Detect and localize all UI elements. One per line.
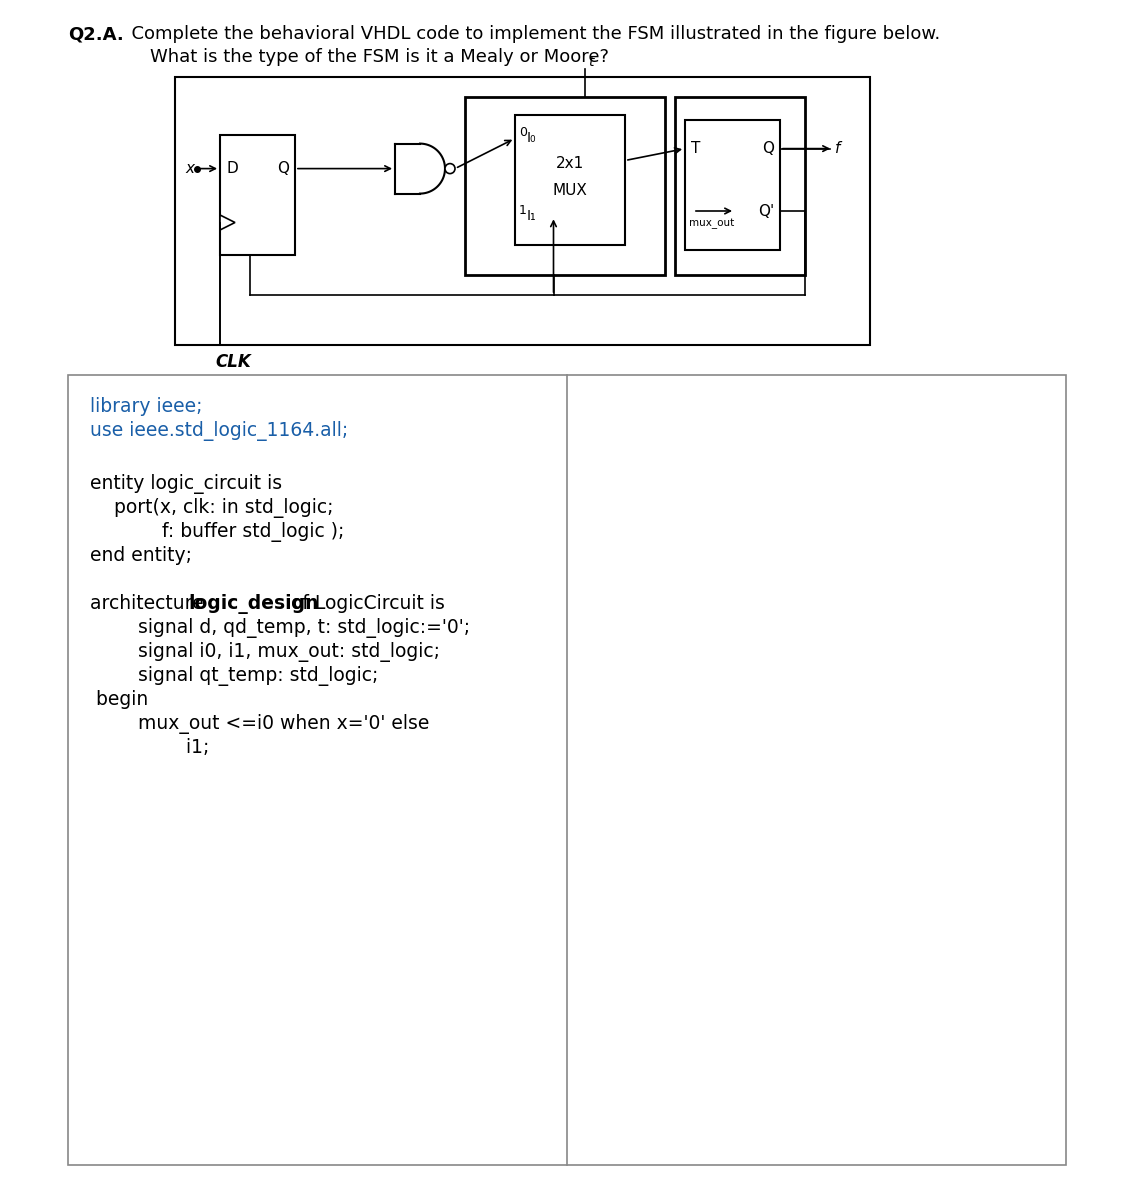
- Text: i1;: i1;: [90, 738, 209, 757]
- Text: Complete the behavioral VHDL code to implement the FSM illustrated in the figure: Complete the behavioral VHDL code to imp…: [120, 25, 940, 43]
- Text: signal i0, i1, mux_out: std_logic;: signal i0, i1, mux_out: std_logic;: [90, 642, 440, 661]
- Text: Q': Q': [758, 204, 774, 218]
- Text: 0: 0: [519, 126, 527, 139]
- Bar: [220, 134, 295, 254]
- Bar: [515, 115, 625, 245]
- Text: mux_out <=i0 when x='0' else: mux_out <=i0 when x='0' else: [90, 714, 429, 733]
- Text: library ieee;: library ieee;: [90, 397, 202, 416]
- Text: Q2.A.: Q2.A.: [68, 25, 124, 43]
- Bar: [675, 97, 805, 275]
- Text: I₁: I₁: [527, 209, 537, 223]
- Text: entity logic_circuit is: entity logic_circuit is: [90, 474, 282, 494]
- Text: use ieee.std_logic_1164.all;: use ieee.std_logic_1164.all;: [90, 421, 348, 440]
- Text: Q: Q: [277, 161, 289, 176]
- Text: Q: Q: [762, 142, 774, 156]
- Text: signal d, qd_temp, t: std_logic:='0';: signal d, qd_temp, t: std_logic:='0';: [90, 618, 470, 637]
- Polygon shape: [220, 215, 235, 230]
- Text: 2x1: 2x1: [556, 156, 584, 170]
- Text: MUX: MUX: [553, 182, 588, 198]
- Text: logic_design: logic_design: [189, 594, 319, 613]
- Text: end entity;: end entity;: [90, 546, 192, 565]
- Text: begin: begin: [90, 690, 148, 709]
- Text: f: f: [835, 142, 841, 156]
- Text: architecture: architecture: [90, 594, 210, 613]
- Text: I₀: I₀: [527, 132, 537, 145]
- Text: T: T: [692, 142, 701, 156]
- Text: D: D: [226, 161, 237, 176]
- Text: 1: 1: [519, 204, 527, 217]
- Text: x: x: [185, 161, 194, 176]
- Text: port(x, clk: in std_logic;: port(x, clk: in std_logic;: [90, 498, 333, 517]
- Text: What is the type of the FSM is it a Mealy or Moore?: What is the type of the FSM is it a Meal…: [150, 48, 609, 66]
- Circle shape: [445, 163, 455, 174]
- Bar: [466, 97, 664, 275]
- Text: t: t: [588, 55, 593, 68]
- Bar: [68, 374, 1066, 1165]
- Text: f: buffer std_logic );: f: buffer std_logic );: [90, 522, 345, 541]
- Text: signal qt_temp: std_logic;: signal qt_temp: std_logic;: [90, 666, 379, 685]
- Bar: [685, 120, 780, 250]
- Text: mux_out: mux_out: [689, 218, 734, 229]
- Text: of LogicCircuit is: of LogicCircuit is: [285, 594, 444, 613]
- Text: CLK: CLK: [215, 353, 251, 371]
- Bar: [175, 77, 870, 346]
